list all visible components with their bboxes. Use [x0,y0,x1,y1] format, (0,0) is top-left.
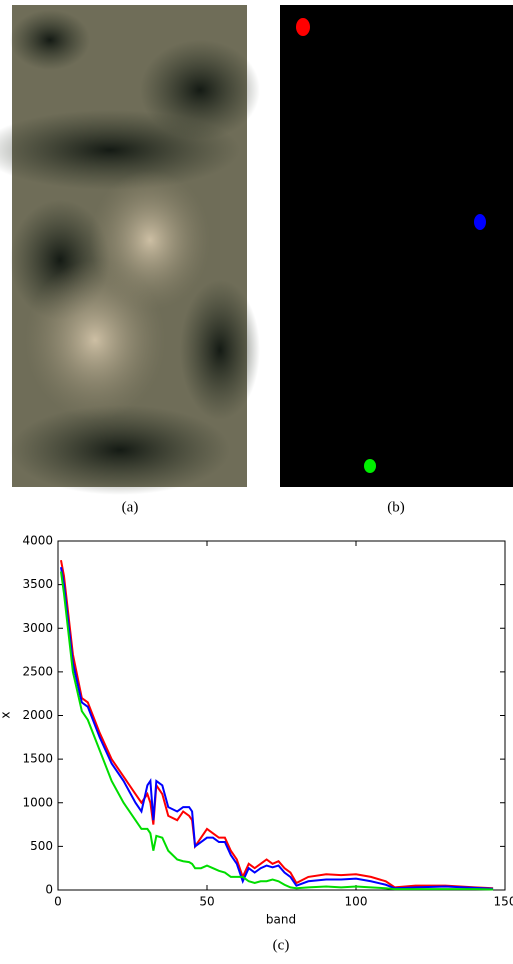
image-b [280,5,513,487]
x-tick-label: 50 [199,895,214,909]
caption-b: (b) [387,499,405,515]
y-axis-label: x [0,711,13,718]
series-line [59,571,494,891]
x-tick-label: 0 [54,895,62,909]
y-tick-label: 2500 [22,664,53,678]
y-tick-label: 1500 [22,752,53,766]
y-tick-label: 2000 [22,708,53,722]
y-tick-label: 1000 [22,795,53,809]
image-a [0,5,260,495]
caption-a: (a) [122,499,139,515]
series-line [59,560,494,890]
y-tick-label: 0 [45,883,53,897]
y-tick-label: 500 [30,839,53,853]
series-line [59,567,494,890]
x-tick-label: 100 [345,895,368,909]
y-tick-label: 4000 [22,534,53,548]
caption-c: (c) [273,937,290,953]
y-tick-label: 3000 [22,621,53,635]
y-tick-label: 3500 [22,577,53,591]
x-tick-label: 150 [494,895,513,909]
x-axis-label: band [266,913,296,927]
plot-frame [57,540,506,891]
